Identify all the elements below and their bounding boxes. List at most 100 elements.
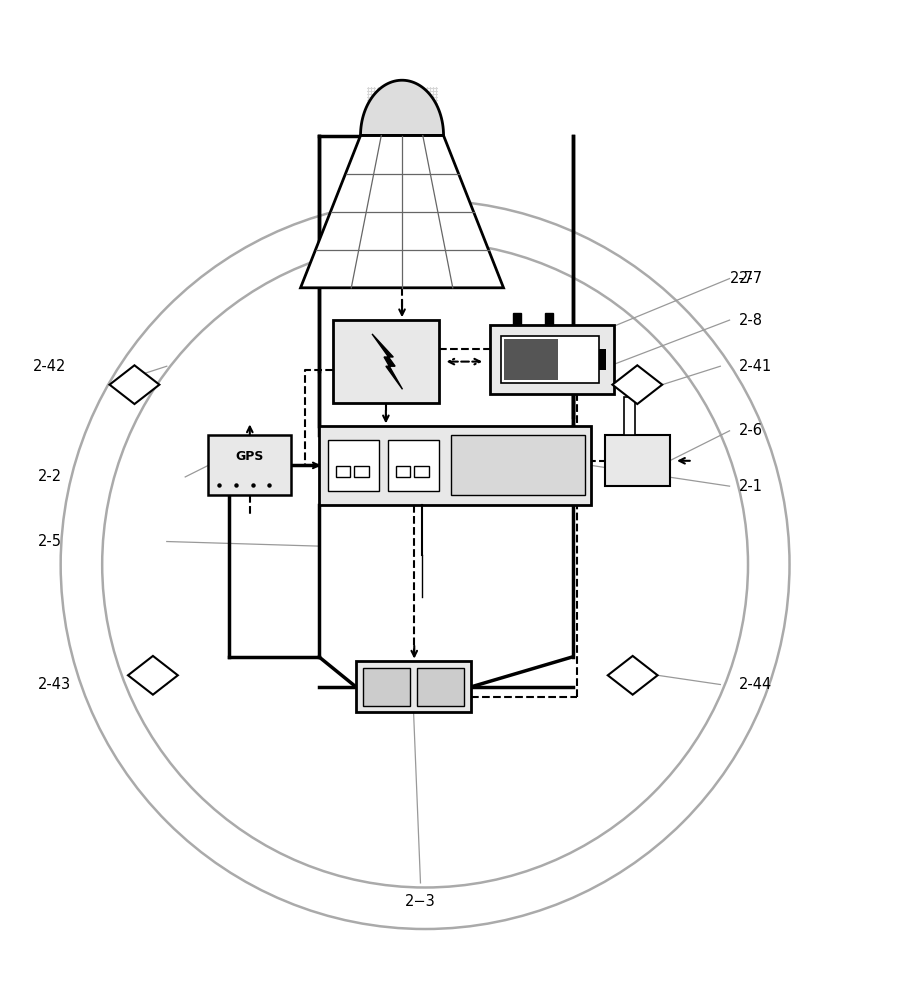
Point bbox=[380, 98, 395, 114]
Point bbox=[400, 468, 415, 484]
Point bbox=[418, 359, 432, 375]
Point bbox=[432, 669, 446, 685]
Point bbox=[418, 329, 432, 345]
Point bbox=[564, 376, 578, 392]
Point bbox=[411, 670, 426, 686]
Point bbox=[382, 454, 396, 470]
Point bbox=[574, 353, 589, 369]
Point bbox=[359, 433, 374, 449]
Point bbox=[547, 440, 562, 456]
Point bbox=[415, 440, 430, 456]
Point bbox=[516, 363, 530, 379]
Point bbox=[490, 346, 505, 362]
Point bbox=[509, 330, 524, 346]
Point bbox=[348, 482, 363, 498]
Point bbox=[492, 486, 506, 502]
Point bbox=[466, 447, 480, 463]
Point bbox=[505, 446, 520, 462]
Point bbox=[490, 324, 505, 340]
Point bbox=[432, 666, 446, 682]
Point bbox=[551, 330, 565, 346]
Point bbox=[421, 342, 436, 358]
Point bbox=[345, 461, 359, 477]
Point bbox=[376, 98, 391, 114]
Point bbox=[404, 479, 419, 495]
Point bbox=[529, 440, 543, 456]
Point bbox=[593, 337, 608, 353]
Point bbox=[509, 437, 524, 453]
Point bbox=[349, 385, 364, 401]
Point bbox=[450, 679, 465, 695]
Point bbox=[518, 478, 533, 494]
Point bbox=[564, 353, 578, 369]
Point bbox=[505, 459, 520, 475]
Point bbox=[587, 376, 602, 392]
Point bbox=[473, 437, 488, 453]
Point bbox=[503, 433, 517, 449]
Point bbox=[505, 346, 520, 362]
Point bbox=[570, 366, 585, 382]
Point bbox=[369, 326, 383, 342]
Point bbox=[447, 673, 462, 689]
Point bbox=[551, 443, 565, 459]
Bar bbox=[490, 325, 614, 394]
Point bbox=[434, 673, 449, 689]
Point bbox=[378, 447, 393, 463]
Point bbox=[554, 369, 569, 385]
Point bbox=[348, 479, 363, 495]
Point bbox=[536, 475, 551, 491]
Point bbox=[388, 679, 403, 695]
Point bbox=[418, 368, 432, 384]
Point bbox=[535, 343, 550, 359]
Point bbox=[574, 334, 589, 350]
Bar bbox=[414, 466, 429, 477]
Point bbox=[561, 359, 576, 375]
Point bbox=[352, 319, 367, 335]
Point bbox=[503, 379, 517, 395]
Point bbox=[578, 350, 592, 366]
Point bbox=[548, 465, 563, 481]
Point bbox=[356, 345, 371, 361]
Point bbox=[529, 337, 543, 353]
Point bbox=[584, 366, 599, 382]
Point bbox=[552, 440, 566, 456]
Point bbox=[395, 673, 409, 689]
Point bbox=[356, 468, 371, 484]
Point bbox=[429, 679, 444, 695]
Point bbox=[362, 332, 377, 348]
Point bbox=[562, 429, 577, 445]
Point bbox=[529, 350, 543, 366]
Point bbox=[517, 461, 532, 477]
Point bbox=[540, 489, 554, 505]
Point bbox=[541, 437, 556, 453]
Point bbox=[540, 426, 554, 442]
Point bbox=[433, 436, 448, 452]
Point bbox=[407, 104, 421, 120]
Point bbox=[529, 489, 543, 505]
Point bbox=[558, 475, 573, 491]
Point bbox=[558, 472, 573, 488]
Point bbox=[476, 472, 491, 488]
Point bbox=[431, 660, 445, 676]
Point bbox=[600, 350, 614, 366]
Point bbox=[424, 332, 439, 348]
Point bbox=[367, 98, 382, 114]
Point bbox=[462, 429, 477, 445]
Point bbox=[450, 688, 465, 704]
Point bbox=[578, 334, 592, 350]
Point bbox=[488, 433, 503, 449]
Point bbox=[557, 327, 572, 343]
Point bbox=[334, 440, 348, 456]
Point bbox=[345, 450, 359, 466]
Point bbox=[415, 482, 430, 498]
Point bbox=[348, 450, 363, 466]
Point bbox=[492, 450, 506, 466]
Point bbox=[536, 454, 551, 470]
Point bbox=[396, 447, 411, 463]
Point bbox=[365, 322, 380, 338]
Point bbox=[539, 456, 553, 472]
Point bbox=[369, 381, 383, 397]
Point bbox=[451, 457, 466, 473]
Point bbox=[437, 454, 452, 470]
Point bbox=[558, 440, 573, 456]
